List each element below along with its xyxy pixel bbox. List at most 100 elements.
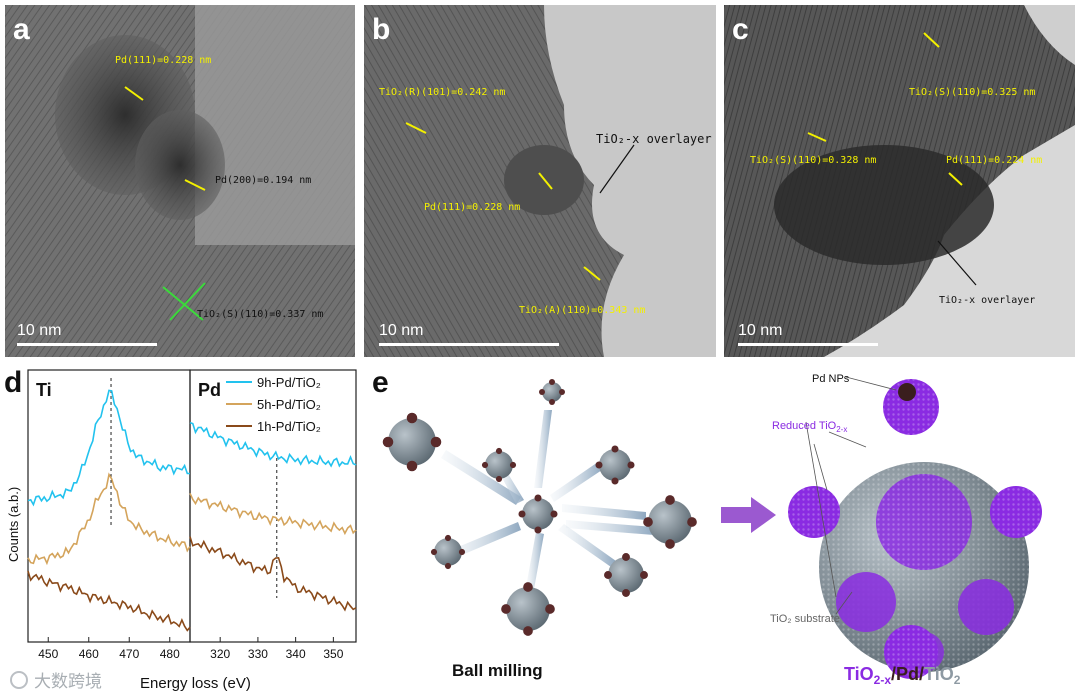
- process-arrow: [721, 497, 776, 533]
- pd-nanoparticle: [545, 604, 555, 614]
- x-tick-label: 320: [210, 647, 230, 661]
- pd-nanoparticle: [444, 534, 452, 542]
- particle-sphere: [522, 498, 554, 530]
- subplot-ti-frame: [27, 369, 191, 643]
- annotation-tio2-s-top: TiO₂(S)(110)=0.325 nm: [909, 87, 1036, 98]
- scale-label: 10 nm: [738, 322, 783, 339]
- pd-nanoparticle: [430, 436, 442, 448]
- pd-nanoparticle: [595, 461, 603, 469]
- tem-image-c: [724, 5, 1075, 357]
- panel-label-c: c: [732, 13, 749, 46]
- watermark-text: 大数跨境: [34, 672, 102, 692]
- panel-d: Ti Pd Counts (a.b.) Energy loss (eV) 450…: [0, 362, 362, 695]
- ball-milling-diagram: Ball milling Pd NPs Reduced TiO2-x TiO₂ …: [382, 373, 1042, 687]
- pd-nanoparticle: [549, 379, 555, 385]
- pd-nanoparticle: [534, 494, 542, 502]
- pd-nanoparticle: [665, 539, 675, 549]
- label-pd-nps: Pd NPs: [812, 373, 850, 385]
- subplot-pd-frame: [189, 369, 357, 643]
- pd-nanoparticle: [559, 389, 565, 395]
- pd-nanoparticle: [430, 548, 438, 556]
- watermark: 大数跨境: [10, 667, 102, 692]
- series-line-9h-ti: [27, 389, 190, 507]
- annotation-pd111: Pd(111)=0.228 nm: [424, 202, 521, 213]
- pd-nanoparticle: [501, 604, 511, 614]
- pd-nanoparticle: [687, 517, 697, 527]
- panel-b: b TiO₂(R)(101)=0.242 nm TiO₂-x overlayer…: [364, 5, 716, 357]
- pd-nanoparticle: [611, 445, 619, 453]
- pd-nanoparticle: [534, 526, 542, 534]
- panel-label-d: d: [4, 366, 23, 399]
- pd-nanoparticle: [523, 582, 533, 592]
- panel-label-b: b: [372, 13, 391, 46]
- particle-sphere: [388, 418, 436, 466]
- subplot-title-pd: Pd: [198, 380, 221, 400]
- pd-nanoparticle: [523, 626, 533, 636]
- pd-nanoparticle: [622, 553, 630, 561]
- tem-image-a: [5, 5, 355, 357]
- panel-label-a: a: [13, 13, 30, 46]
- series-line-1h-pd: [189, 536, 357, 612]
- scale-bar: [17, 343, 157, 346]
- annotation-pd111: Pd(111)=0.224 nm: [946, 155, 1043, 166]
- subplot-title-ti: Ti: [36, 380, 52, 400]
- particle-sphere: [506, 587, 550, 631]
- pd-nanoparticle: [458, 548, 466, 556]
- annotation-tio2-a: TiO₂(A)(110)=0.343 nm: [519, 305, 646, 316]
- pd-nanoparticle: [643, 517, 653, 527]
- scale-bar: [738, 343, 878, 346]
- series-line-9h-pd: [189, 421, 357, 468]
- particle-sphere: [434, 538, 462, 566]
- pd-nanoparticle: [549, 399, 555, 405]
- milling-arrows: [441, 410, 654, 589]
- series-line-1h-ti: [27, 570, 191, 632]
- annotation-tio2-s: TiO₂(S)(110)=0.337 nm: [197, 309, 324, 320]
- caption-ball-milling: Ball milling: [452, 661, 543, 680]
- pd-nanoparticle: [382, 436, 394, 448]
- series-line-5h-ti: [27, 472, 191, 566]
- pd-nanoparticle: [665, 495, 675, 505]
- x-tick-label: 330: [248, 647, 268, 661]
- particle-sphere: [485, 451, 513, 479]
- annotation-pd111: Pd(111)=0.228 nm: [115, 55, 212, 66]
- pd-nanoparticle: [627, 461, 635, 469]
- x-tick-label: 460: [79, 647, 99, 661]
- series-line-5h-pd: [189, 492, 357, 536]
- pd-nanoparticle: [640, 571, 648, 579]
- x-tick-label: 480: [160, 647, 180, 661]
- x-tick-label: 340: [286, 647, 306, 661]
- scale-bar: [379, 343, 559, 346]
- pd-nanoparticle: [406, 460, 418, 472]
- panel-a: a Pd(111)=0.228 nm Pd(200)=0.194 nm TiO₂…: [5, 5, 355, 357]
- annotation-pd200: Pd(200)=0.194 nm: [215, 175, 312, 186]
- panel-e: Ball milling Pd NPs Reduced TiO2-x TiO₂ …: [366, 362, 1080, 695]
- label-tio2-substrate: TiO₂ substrate: [770, 613, 840, 625]
- legend-label-1h: 1h-Pd/TiO₂: [257, 419, 321, 434]
- pd-nanoparticle: [611, 477, 619, 485]
- product-sphere: [788, 376, 1042, 679]
- x-tick-label: 470: [119, 647, 139, 661]
- annotation-overlayer: TiO₂-x overlayer: [939, 295, 1036, 306]
- particle-sphere: [542, 382, 562, 402]
- pd-nanoparticle: [481, 461, 489, 469]
- annotation-tio2-r: TiO₂(R)(101)=0.242 nm: [379, 87, 506, 98]
- x-tick-label: 450: [38, 647, 58, 661]
- pd-nanoparticle: [444, 562, 452, 570]
- formula-label: TiO2-x/Pd/TiO2: [844, 664, 961, 687]
- pd-nanoparticle: [406, 412, 418, 424]
- particle-sphere: [648, 500, 692, 544]
- scale-label: 10 nm: [379, 322, 424, 339]
- particle-sphere: [599, 449, 631, 481]
- panel-c: c TiO₂(S)(110)=0.325 nm TiO₂(S)(110)=0.3…: [724, 5, 1075, 357]
- x-tick-label: 350: [323, 647, 343, 661]
- annotation-overlayer: TiO₂-x overlayer: [596, 132, 712, 146]
- x-axis-label: Energy loss (eV): [140, 675, 251, 692]
- tem-image-b: [364, 5, 716, 357]
- pd-nanoparticle: [495, 475, 503, 483]
- pd-nanoparticle: [518, 510, 526, 518]
- pd-nanoparticle: [550, 510, 558, 518]
- scale-label: 10 nm: [17, 322, 62, 339]
- eels-chart: Ti Pd Counts (a.b.) Energy loss (eV) 450…: [6, 369, 357, 692]
- pd-nanoparticle: [622, 589, 630, 597]
- pd-nanoparticle: [495, 447, 503, 455]
